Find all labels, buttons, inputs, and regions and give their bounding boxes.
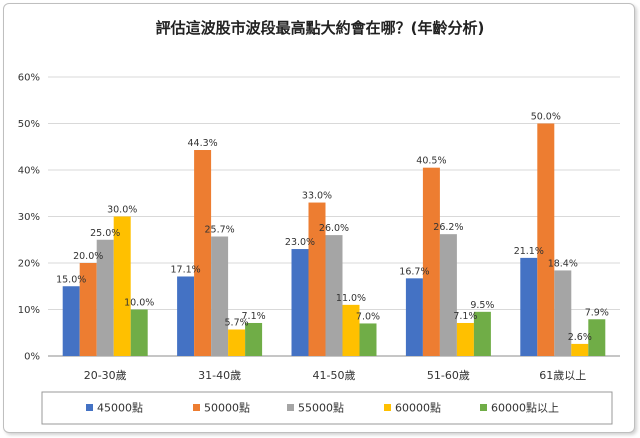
data-label: 50.0% — [531, 112, 561, 123]
data-label: 2.6% — [568, 332, 592, 343]
bar — [308, 202, 326, 356]
x-tick-label: 61歲以上 — [539, 368, 586, 382]
data-label: 30.0% — [107, 205, 137, 216]
legend-swatch — [287, 404, 294, 411]
legend-swatch — [86, 404, 93, 411]
data-label: 17.1% — [171, 264, 201, 275]
x-tick-label: 41-50歲 — [313, 368, 356, 382]
legend-label: 60000點 — [395, 402, 441, 415]
data-label: 7.0% — [356, 311, 380, 322]
bars — [62, 123, 606, 356]
bar — [325, 235, 343, 356]
bar — [194, 150, 212, 356]
bar — [571, 343, 589, 356]
bar — [342, 304, 360, 356]
x-tick-label: 51-60歲 — [427, 368, 470, 382]
legend-label: 55000點 — [298, 402, 344, 415]
data-label: 10.0% — [124, 298, 154, 309]
y-tick-label: 50% — [18, 119, 40, 130]
bar — [359, 323, 377, 356]
bar — [113, 216, 131, 356]
y-tick-label: 30% — [18, 212, 40, 223]
data-label: 7.1% — [453, 311, 477, 322]
legend: 45000點 50000點 55000點 60000點 60000點以上 — [41, 391, 613, 425]
bar — [422, 167, 440, 356]
bar — [537, 123, 555, 356]
bar — [96, 239, 114, 356]
x-axis: 20-30歲 31-40歲 41-50歲 51-60歲 61歲以上 — [84, 368, 587, 382]
x-tick-label: 20-30歲 — [84, 368, 127, 382]
data-label: 26.0% — [319, 223, 349, 234]
data-labels: 15.0% 20.0% 25.0% 30.0% 10.0% 17.1% 44.3% 25.7%… — [56, 112, 609, 343]
bar — [473, 311, 491, 356]
legend-swatch — [480, 404, 487, 411]
data-label: 7.1% — [242, 311, 266, 322]
bar — [130, 309, 148, 356]
legend-label: 45000點 — [97, 402, 143, 415]
data-label: 15.0% — [56, 274, 86, 285]
bar — [588, 319, 606, 356]
bar — [211, 236, 229, 356]
legend-label: 60000點以上 — [491, 402, 559, 415]
legend-swatch — [193, 404, 200, 411]
data-label: 9.5% — [470, 300, 494, 311]
data-label: 20.0% — [73, 251, 103, 262]
data-label: 5.7% — [225, 317, 249, 328]
data-label: 7.9% — [585, 307, 609, 318]
bar — [228, 329, 246, 356]
y-axis: 0% 10% 20% 30% 40% 50% 60% — [18, 73, 40, 363]
y-tick-label: 10% — [18, 305, 40, 316]
x-tick-label: 31-40歲 — [198, 368, 241, 382]
data-label: 25.7% — [205, 224, 235, 235]
data-label: 25.0% — [90, 228, 120, 239]
data-label: 33.0% — [302, 191, 332, 202]
data-label: 44.3% — [188, 138, 218, 149]
bar — [62, 286, 80, 356]
bar — [456, 322, 474, 356]
data-label: 16.7% — [399, 266, 429, 277]
bar — [405, 278, 423, 356]
y-tick-label: 0% — [24, 352, 40, 363]
data-label: 23.0% — [285, 237, 315, 248]
y-tick-label: 60% — [18, 73, 40, 84]
y-tick-label: 20% — [18, 259, 40, 270]
data-label: 18.4% — [548, 258, 578, 269]
bar — [520, 257, 538, 356]
bar — [291, 249, 309, 356]
data-label: 11.0% — [336, 293, 366, 304]
legend-swatch — [384, 404, 391, 411]
legend-label: 50000點 — [204, 402, 250, 415]
data-label: 40.5% — [416, 156, 446, 167]
bar — [245, 322, 263, 356]
legend-box — [41, 391, 613, 425]
bar — [79, 263, 97, 356]
data-label: 26.2% — [433, 222, 463, 233]
bar — [554, 270, 572, 356]
y-tick-label: 40% — [18, 166, 40, 177]
bar — [177, 276, 195, 356]
chart-title: 評估這波股市波段最高點大約會在哪？(年齡分析) — [156, 19, 485, 37]
bar — [439, 234, 457, 356]
data-label: 21.1% — [514, 246, 544, 257]
